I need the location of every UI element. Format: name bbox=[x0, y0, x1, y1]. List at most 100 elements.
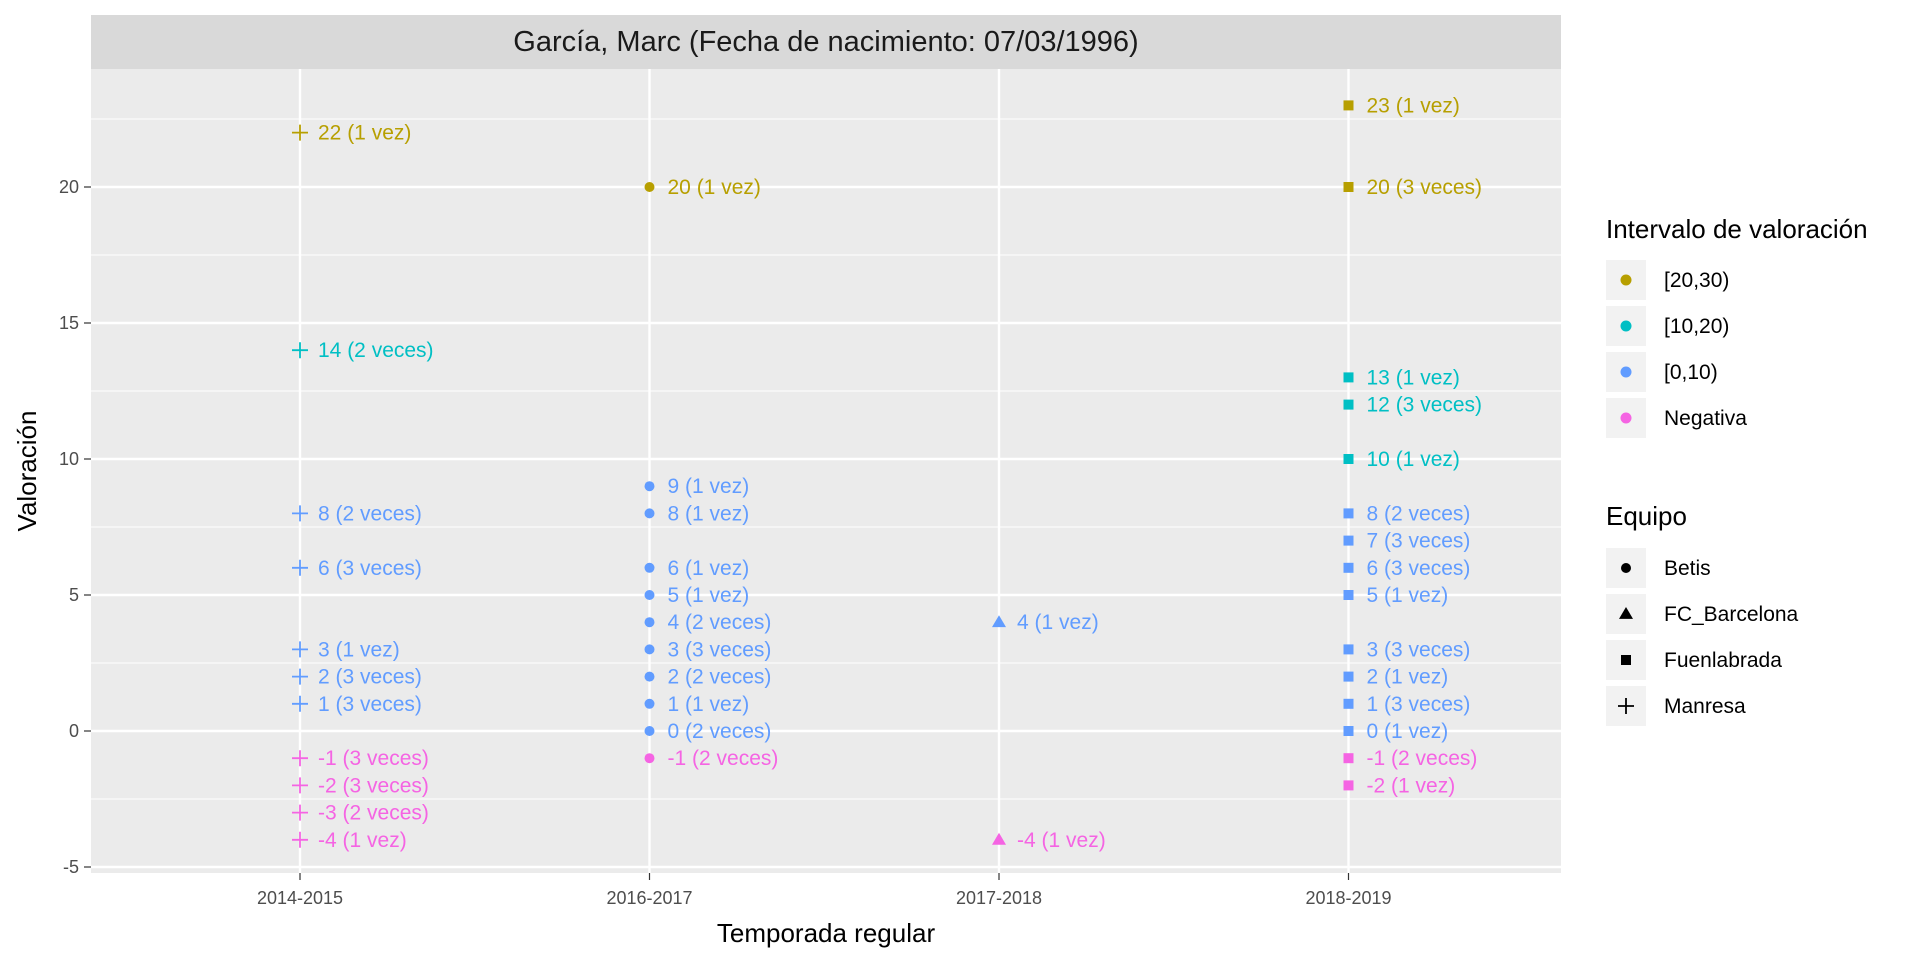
legend-label: Negativa bbox=[1664, 407, 1747, 430]
data-point-square bbox=[1343, 372, 1354, 383]
data-point-plus bbox=[292, 777, 308, 794]
legend-label: Betis bbox=[1664, 557, 1711, 580]
data-point-plus bbox=[292, 124, 308, 141]
y-tick-label: 15 bbox=[59, 313, 79, 333]
data-label: 6 (3 veces) bbox=[1367, 557, 1471, 580]
data-point-plus bbox=[292, 804, 308, 821]
data-label: 10 (1 vez) bbox=[1367, 448, 1460, 471]
data-point-circle bbox=[644, 698, 655, 709]
data-point-square bbox=[1343, 644, 1354, 655]
data-label: 1 (3 veces) bbox=[1367, 693, 1471, 716]
data-point-plus bbox=[292, 505, 308, 522]
legend-shape-triangle bbox=[1619, 607, 1633, 619]
data-label: 7 (3 veces) bbox=[1367, 530, 1471, 553]
data-label: 5 (1 vez) bbox=[668, 584, 750, 607]
data-point-triangle bbox=[992, 832, 1006, 845]
data-point-circle bbox=[644, 508, 655, 519]
team-legend: Equipo Betis FC_Barcelona Fuenlabrada Manre… bbox=[1606, 501, 1799, 726]
data-point-square bbox=[1343, 535, 1354, 546]
data-label: 20 (1 vez) bbox=[668, 176, 761, 199]
data-point-plus bbox=[292, 831, 308, 848]
data-label: 12 (3 veces) bbox=[1367, 394, 1483, 417]
data-point-circle bbox=[644, 644, 655, 655]
data-label: 3 (3 veces) bbox=[1367, 638, 1471, 661]
data-point-square bbox=[1343, 671, 1354, 682]
interval-legend: Intervalo de valoración [20,30) [10,20) [0… bbox=[1606, 214, 1868, 438]
data-point-plus bbox=[292, 668, 308, 685]
data-point-square bbox=[1343, 508, 1354, 519]
data-point-square bbox=[1343, 100, 1354, 111]
data-point-circle bbox=[644, 182, 655, 192]
data-point-plus bbox=[292, 559, 308, 576]
y-tick-label: -5 bbox=[63, 857, 79, 877]
data-label: -1 (2 veces) bbox=[668, 747, 779, 770]
data-point-circle bbox=[644, 562, 655, 573]
data-point-plus bbox=[292, 695, 308, 712]
legend-label: Fuenlabrada bbox=[1664, 649, 1782, 672]
data-label: -2 (1 vez) bbox=[1367, 774, 1456, 797]
data-point-square bbox=[1343, 454, 1354, 464]
legend-swatch bbox=[1620, 366, 1632, 378]
data-label: 2 (2 veces) bbox=[668, 666, 772, 689]
data-label: -3 (2 veces) bbox=[318, 802, 429, 825]
interval-legend-title: Intervalo de valoración bbox=[1606, 214, 1868, 244]
data-label: -2 (3 veces) bbox=[318, 774, 429, 797]
data-label: 6 (3 veces) bbox=[318, 557, 422, 580]
data-label: 8 (1 vez) bbox=[668, 502, 750, 525]
data-label: -1 (3 veces) bbox=[318, 747, 429, 770]
data-label: 1 (3 veces) bbox=[318, 693, 422, 716]
data-label: 0 (1 vez) bbox=[1367, 720, 1449, 743]
legend-label: Manresa bbox=[1664, 695, 1746, 718]
data-label: 8 (2 veces) bbox=[1367, 502, 1471, 525]
data-label: -1 (2 veces) bbox=[1367, 747, 1478, 770]
data-point-square bbox=[1343, 753, 1354, 764]
data-label: -4 (1 vez) bbox=[318, 829, 407, 852]
grid-lines bbox=[91, 69, 1561, 873]
legend-shape-square bbox=[1621, 655, 1631, 665]
x-tick-label: 2016-2017 bbox=[606, 888, 692, 908]
data-point-square bbox=[1343, 590, 1354, 600]
legend-label: [10,20) bbox=[1664, 315, 1729, 338]
data-point-square bbox=[1343, 399, 1354, 410]
y-tick-label: 0 bbox=[69, 721, 79, 741]
chart-title: García, Marc (Fecha de nacimiento: 07/03… bbox=[513, 26, 1138, 58]
y-tick-label: 20 bbox=[59, 177, 79, 197]
legend-swatch bbox=[1620, 274, 1632, 286]
y-axis-title: Valoración bbox=[12, 411, 42, 532]
data-point-circle bbox=[644, 726, 655, 736]
data-label: 3 (1 vez) bbox=[318, 638, 400, 661]
data-point-plus bbox=[292, 342, 308, 359]
x-tick-label: 2018-2019 bbox=[1305, 888, 1391, 908]
data-point-circle bbox=[644, 590, 655, 600]
data-point-circle bbox=[644, 671, 655, 682]
legend-label: [20,30) bbox=[1664, 269, 1729, 292]
data-point-circle bbox=[644, 481, 655, 492]
data-point-plus bbox=[292, 750, 308, 767]
data-point-circle bbox=[644, 753, 655, 764]
legend-shape-plus bbox=[1618, 698, 1634, 714]
data-label: 2 (1 vez) bbox=[1367, 666, 1449, 689]
data-label: -4 (1 vez) bbox=[1017, 829, 1106, 852]
data-point-triangle bbox=[992, 615, 1006, 628]
data-label: 13 (1 vez) bbox=[1367, 366, 1460, 389]
plot-panel bbox=[91, 69, 1561, 873]
x-axis-title: Temporada regular bbox=[717, 918, 936, 948]
data-label: 0 (2 veces) bbox=[668, 720, 772, 743]
legend-shape-circle bbox=[1621, 563, 1631, 573]
data-label: 14 (2 veces) bbox=[318, 339, 434, 362]
data-point-plus bbox=[292, 641, 308, 658]
data-label: 20 (3 veces) bbox=[1367, 176, 1483, 199]
data-point-circle bbox=[644, 617, 655, 628]
data-label: 5 (1 vez) bbox=[1367, 584, 1449, 607]
y-tick-label: 10 bbox=[59, 449, 79, 469]
data-label: 23 (1 vez) bbox=[1367, 94, 1460, 117]
data-point-square bbox=[1343, 726, 1354, 736]
team-legend-title: Equipo bbox=[1606, 501, 1687, 531]
data-label: 4 (2 veces) bbox=[668, 611, 772, 634]
data-points: 22 (1 vez) 14 (2 veces) 8 (2 veces) 6 (3 ve… bbox=[292, 94, 1483, 852]
data-label: 2 (3 veces) bbox=[318, 666, 422, 689]
data-label: 22 (1 vez) bbox=[318, 122, 411, 145]
legend-label: [0,10) bbox=[1664, 361, 1718, 384]
x-tick-label: 2014-2015 bbox=[257, 888, 343, 908]
